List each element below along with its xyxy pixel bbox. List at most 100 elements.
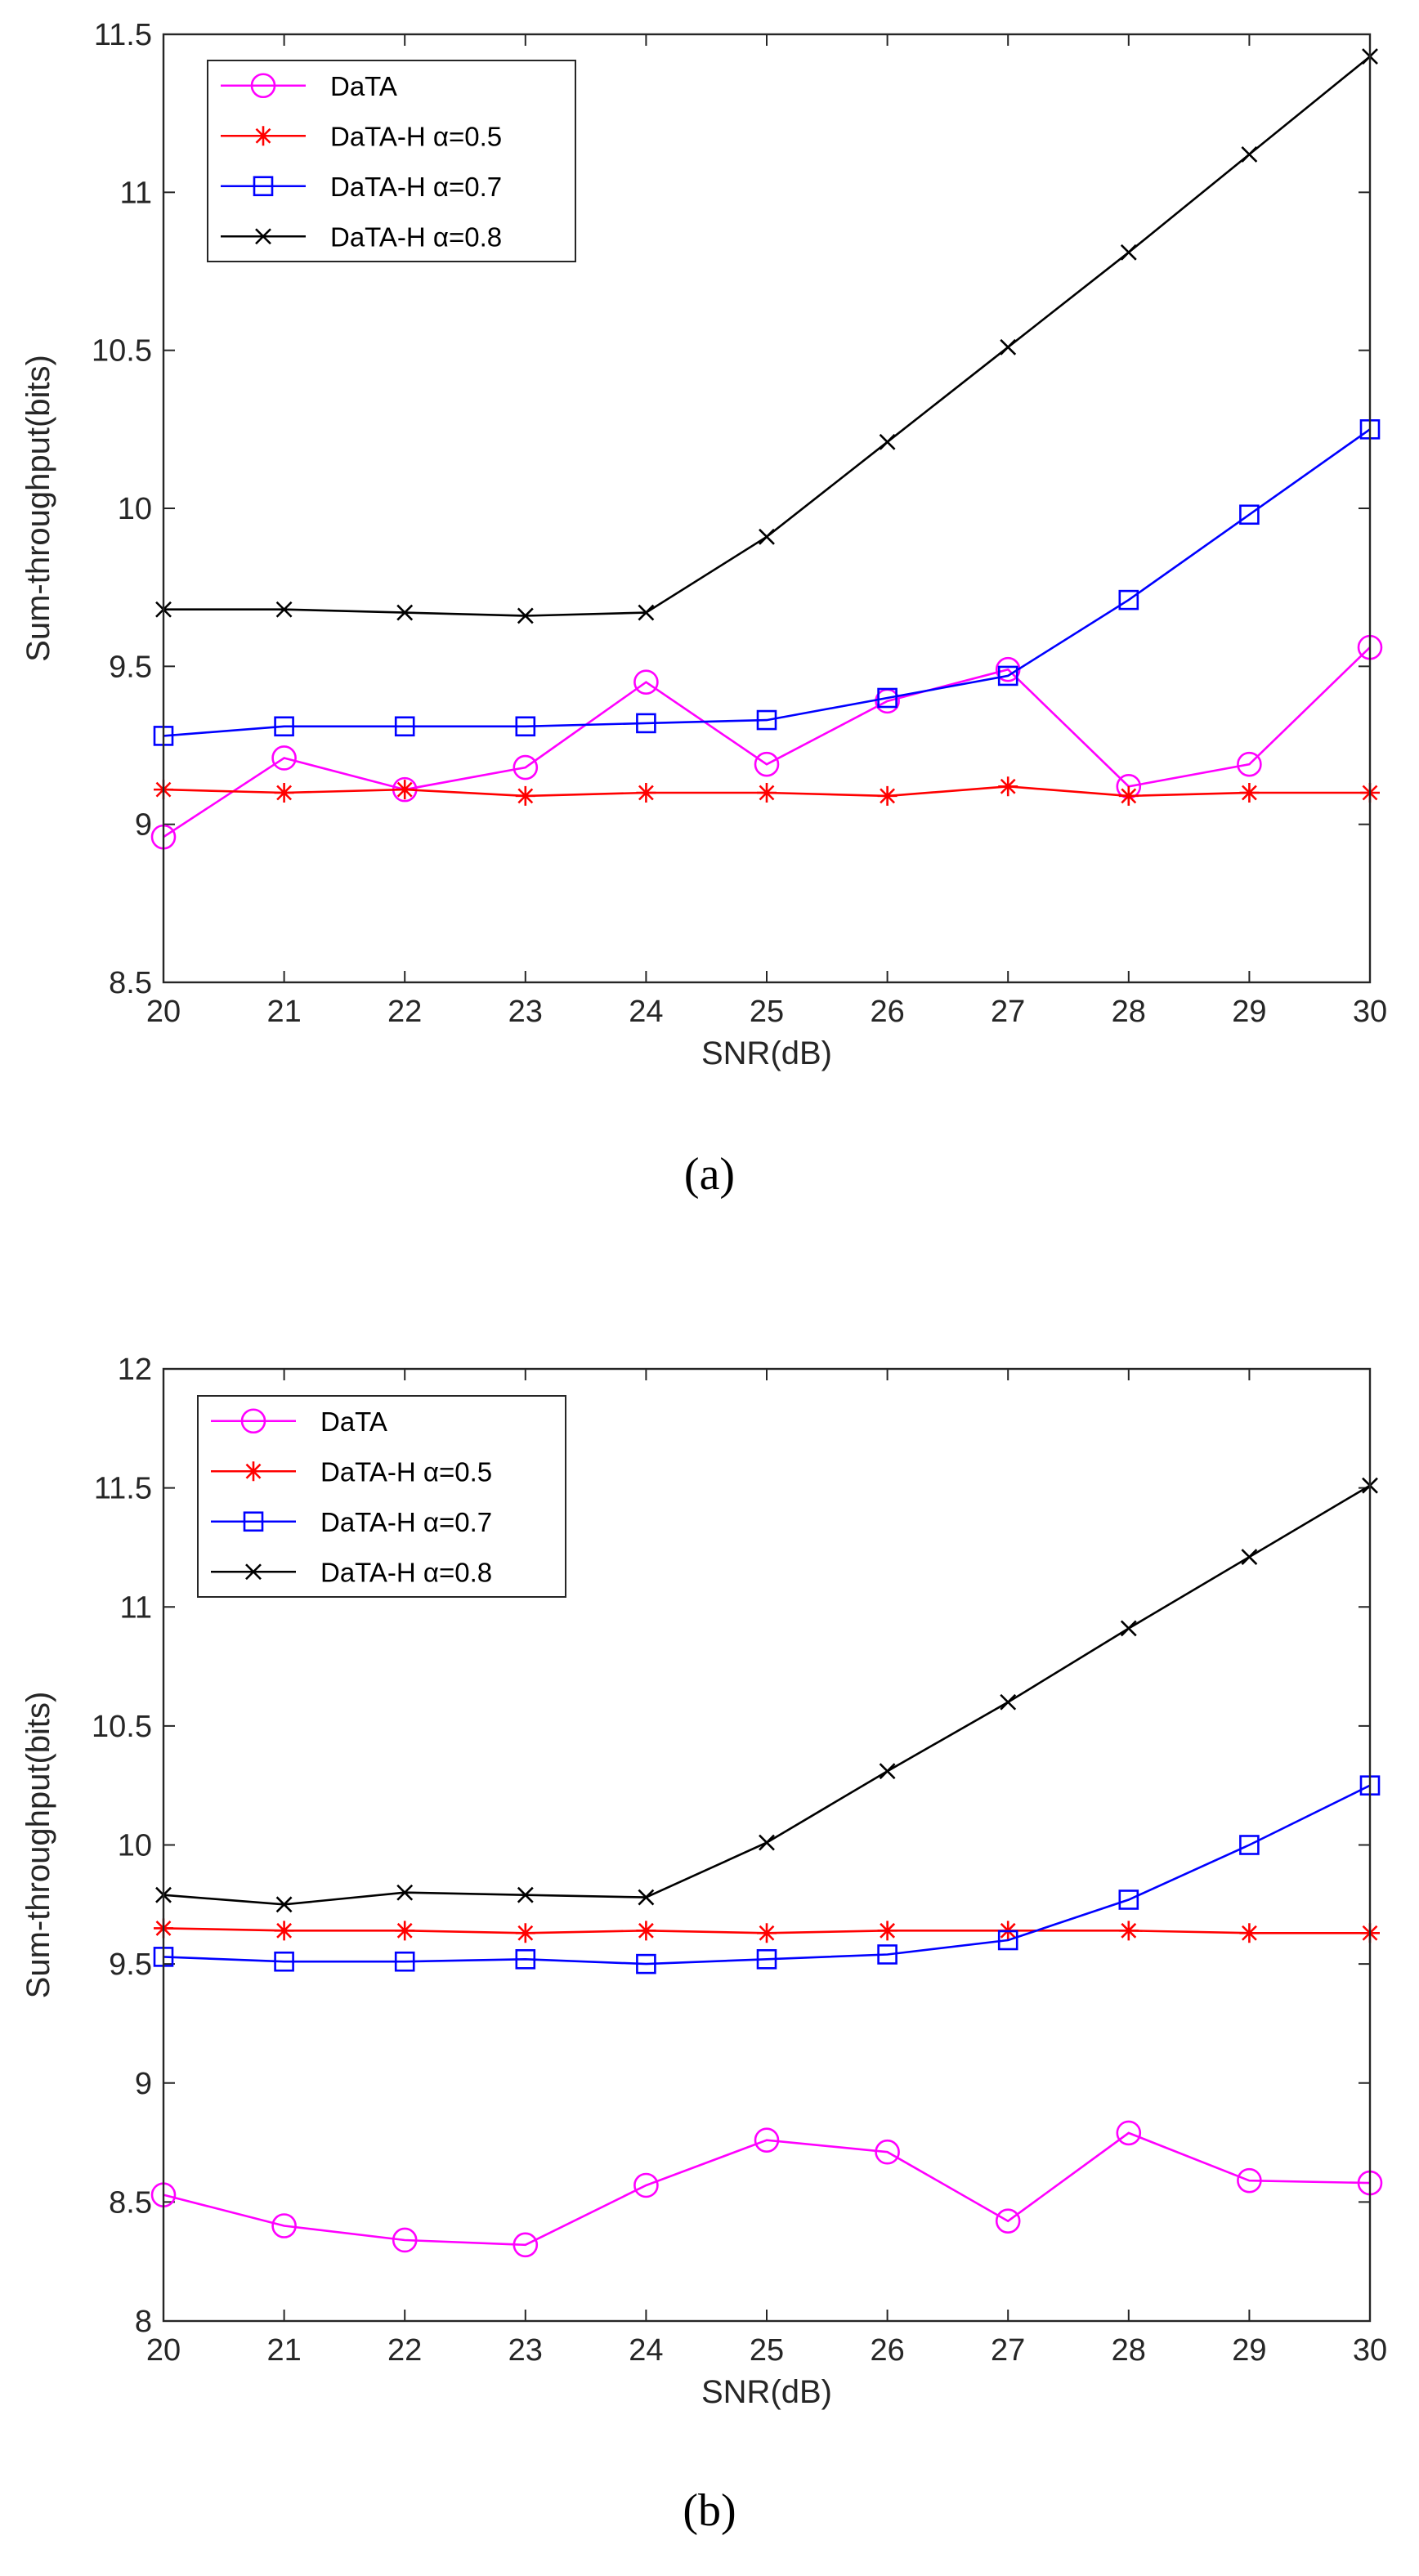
x-tick-label: 27 — [991, 2333, 1025, 2368]
legend-marker — [250, 73, 276, 99]
data-point — [638, 604, 655, 621]
data-point — [394, 716, 415, 737]
legend-label: DaTA-H α=0.5 — [320, 1456, 492, 1487]
chart-b: 20 21 22 23 24 25 26 27 28 29 30 8 8.5 9 9.5 10 10.5 11 11… — [20, 1353, 1387, 2410]
y-tick-label: 9.5 — [109, 650, 152, 684]
legend: DaTA DaTA-H α=0.5 DaTA-H α=0.7 DaTA-H α=0.8 — [197, 1395, 566, 1598]
data-point — [515, 785, 535, 806]
x-tick-label: 21 — [266, 995, 301, 1029]
y-axis-label: Sum-throughput(bits) — [20, 1692, 56, 1999]
series-x — [155, 1477, 1378, 1913]
data-point — [636, 1953, 656, 1974]
x-tick-label: 20 — [146, 995, 181, 1029]
y-tick-label: 10 — [118, 1829, 152, 1863]
axes: 20 21 22 23 24 25 26 27 28 29 30 8.5 9 9.5 10 10.5 11 11.… — [92, 18, 1387, 1029]
data-point — [1118, 1890, 1139, 1910]
data-point — [392, 2227, 418, 2253]
data-point — [633, 669, 659, 695]
data-point — [638, 1889, 655, 1906]
data-point — [998, 776, 1018, 797]
legend-marker — [253, 126, 273, 146]
x-tick-label: 24 — [629, 2333, 663, 2368]
data-point — [636, 783, 656, 803]
legend-item: DaTA-H α=0.5 — [211, 1456, 492, 1487]
data-point — [877, 1921, 898, 1941]
figure-panel-b: 20 21 22 23 24 25 26 27 28 29 30 8 8.5 9 9.5 10 10.5 11 11… — [0, 1308, 1419, 2576]
series-x — [155, 48, 1378, 624]
data-point — [997, 665, 1018, 686]
x-tick-label: 20 — [146, 2333, 181, 2368]
data-point — [1237, 2167, 1262, 2194]
y-tick-label: 12 — [118, 1353, 152, 1387]
data-point — [274, 1921, 294, 1941]
legend-box — [197, 1395, 566, 1598]
data-point — [395, 780, 415, 800]
data-point — [1000, 338, 1017, 356]
data-point — [274, 783, 294, 803]
y-tick-label: 9.5 — [109, 1948, 152, 1982]
legend-item: DaTA-H α=0.8 — [211, 1557, 492, 1587]
legend-item: DaTA-H α=0.8 — [221, 221, 502, 252]
data-point — [396, 604, 414, 621]
y-tick-label: 8.5 — [109, 966, 152, 1000]
x-axis-label: SNR(dB) — [701, 1035, 832, 1071]
data-point — [515, 1923, 535, 1943]
legend-item: DaTA — [211, 1407, 387, 1437]
data-point — [759, 528, 775, 545]
y-tick-label: 10.5 — [92, 1710, 152, 1744]
y-tick-label: 11.5 — [94, 18, 152, 52]
chart-a: 20 21 22 23 24 25 26 27 28 29 30 8.5 9 9.5 10 10.5 11 11.… — [20, 18, 1387, 1071]
data-point — [877, 785, 898, 806]
data-point — [879, 1763, 896, 1780]
legend-label: DaTA — [330, 71, 397, 101]
x-tick-label: 23 — [508, 995, 543, 1029]
data-point — [396, 1884, 414, 1901]
data-point — [754, 2127, 780, 2153]
x-tick-label: 29 — [1232, 2333, 1266, 2368]
legend-marker — [245, 1563, 262, 1581]
legend-marker — [240, 1408, 266, 1434]
data-point — [1241, 146, 1258, 163]
data-point — [636, 1921, 656, 1941]
data-point — [271, 2213, 297, 2238]
y-axis-label: Sum-throughput(bits) — [20, 355, 56, 662]
legend: DaTA DaTA-H α=0.5 DaTA-H α=0.7 DaTA-H α=0.8 — [207, 60, 576, 262]
series-square — [153, 1775, 1381, 1974]
data-point — [757, 783, 777, 803]
data-point — [1118, 785, 1139, 806]
data-point — [1000, 1693, 1017, 1711]
data-point — [1239, 1923, 1260, 1943]
data-point — [759, 1834, 775, 1851]
x-tick-label: 30 — [1353, 2333, 1387, 2368]
data-point — [1120, 244, 1137, 261]
data-point — [879, 433, 896, 450]
data-point — [1239, 783, 1260, 803]
series-line — [163, 428, 1371, 737]
legend-label: DaTA-H α=0.7 — [320, 1507, 492, 1537]
legend-marker — [253, 176, 274, 197]
data-point — [997, 1930, 1018, 1951]
x-tick-label: 26 — [870, 2333, 904, 2368]
legend-label: DaTA-H α=0.5 — [330, 121, 502, 151]
legend-item: DaTA-H α=0.5 — [221, 121, 502, 151]
x-tick-label: 25 — [750, 2333, 784, 2368]
x-tick-label: 29 — [1232, 995, 1266, 1029]
data-point — [995, 2208, 1021, 2234]
y-tick-label: 8.5 — [109, 2185, 152, 2220]
data-point — [875, 2139, 900, 2165]
legend-label: DaTA-H α=0.8 — [330, 221, 502, 252]
data-point — [274, 1951, 294, 1972]
data-point — [756, 709, 777, 731]
data-point — [1241, 1549, 1258, 1566]
y-tick-label: 11 — [120, 1590, 152, 1625]
axes: 20 21 22 23 24 25 26 27 28 29 30 8 8.5 9 9.5 10 10.5 11 11… — [92, 1353, 1387, 2368]
x-tick-label: 22 — [387, 2333, 422, 2368]
data-point — [274, 716, 294, 737]
data-point — [1118, 589, 1139, 610]
legend-label: DaTA-H α=0.7 — [330, 172, 502, 202]
y-tick-label: 10 — [118, 492, 152, 526]
y-tick-label: 11.5 — [94, 1472, 152, 1506]
data-point — [757, 1923, 777, 1943]
data-point — [1118, 1921, 1139, 1941]
plot-frame — [162, 33, 1372, 984]
